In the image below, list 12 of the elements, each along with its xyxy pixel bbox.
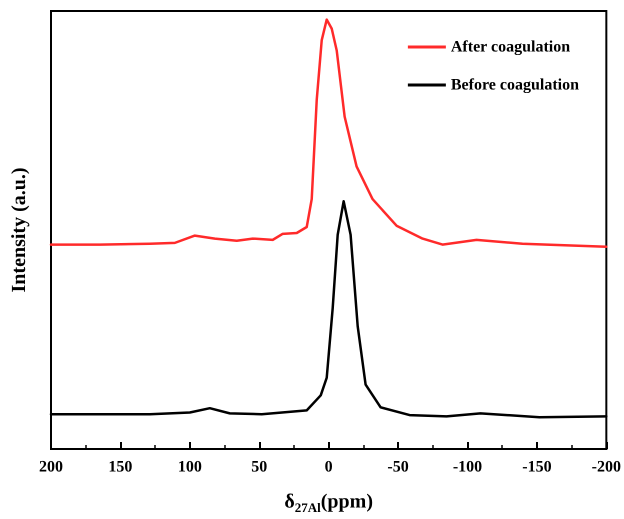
x-tick-label: 200 bbox=[39, 458, 63, 476]
x-tick-label: 50 bbox=[251, 458, 268, 476]
x-tick-label: -100 bbox=[452, 458, 482, 476]
legend-label: Before coagulation bbox=[450, 76, 580, 94]
x-tick-label: 100 bbox=[178, 458, 202, 476]
x-tick-label: 150 bbox=[108, 458, 132, 476]
x-tick-label: -150 bbox=[522, 458, 552, 476]
x-tick-label: 0 bbox=[324, 458, 333, 476]
y-axis-title: Intensity (a.u.) bbox=[8, 167, 30, 293]
x-tick-label: -50 bbox=[387, 458, 409, 476]
legend-label: After coagulation bbox=[450, 38, 570, 56]
x-tick-label: -200 bbox=[592, 458, 621, 476]
